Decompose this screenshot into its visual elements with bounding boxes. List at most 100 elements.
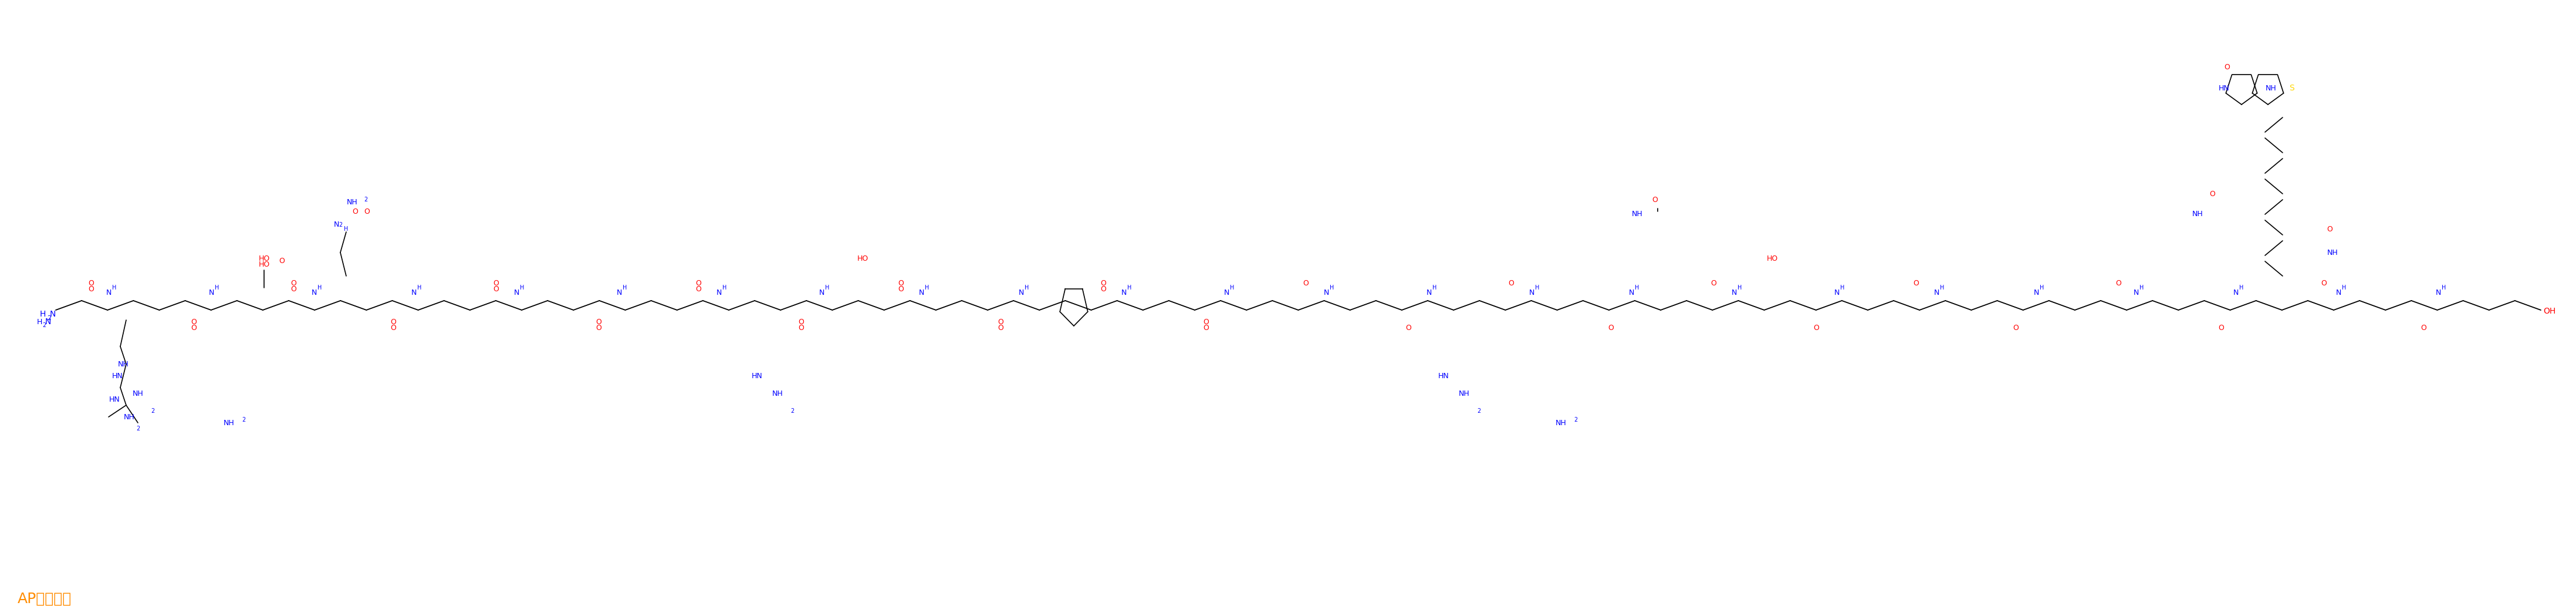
Text: O: O [492,279,500,287]
Text: HO: HO [258,261,270,268]
Text: O: O [278,257,283,265]
Text: NH: NH [1458,390,1468,397]
Text: NH: NH [131,390,144,397]
Text: O: O [2210,190,2215,198]
Text: NH: NH [118,360,129,368]
Text: NH: NH [1556,419,1566,427]
Text: NH: NH [773,390,783,397]
Text: H: H [520,285,526,291]
Text: O: O [191,318,196,326]
Text: H: H [36,318,41,326]
Text: H: H [2040,285,2045,291]
Text: H: H [417,285,422,291]
Text: H: H [1739,285,1741,291]
Text: 2: 2 [791,408,793,414]
Text: N: N [513,289,520,296]
Text: HO: HO [858,254,868,262]
Text: O: O [1710,279,1716,287]
Text: O: O [291,285,296,293]
Text: H: H [1231,285,1234,291]
Text: O: O [595,318,600,326]
Text: H: H [1025,285,1028,291]
Text: O: O [1203,318,1208,326]
Text: O: O [2321,279,2326,287]
Text: O: O [1203,324,1208,331]
Text: N: N [716,289,721,296]
Text: NH: NH [1631,211,1643,218]
Text: 2: 2 [46,315,52,321]
Text: O: O [997,318,1005,326]
Text: N: N [1528,289,1535,296]
Text: O: O [1406,324,1412,331]
Text: NH: NH [224,419,234,427]
Text: O: O [2218,324,2223,331]
Text: NH: NH [2326,249,2339,256]
Text: H: H [1839,285,1844,291]
Text: HN: HN [1437,372,1448,379]
Text: N: N [209,289,214,296]
Text: O: O [1914,279,1919,287]
Text: O: O [88,285,93,293]
Text: N: N [46,318,52,326]
Text: O: O [492,285,500,293]
Text: O: O [88,279,93,287]
Text: O: O [353,208,358,215]
Text: O: O [2012,324,2020,331]
Text: 2: 2 [1476,408,1481,414]
Text: HO: HO [1767,254,1777,262]
Text: H: H [1432,285,1437,291]
Text: S: S [2290,84,2295,92]
Text: N: N [1224,289,1229,296]
Text: N: N [616,289,621,296]
Text: O: O [899,279,904,287]
Text: O: O [2421,324,2427,331]
Text: O: O [1507,279,1515,287]
Text: O: O [997,324,1005,331]
Text: HN: HN [108,395,121,403]
Text: H: H [623,285,626,291]
Text: N: N [2032,289,2040,296]
Text: O: O [799,324,804,331]
Text: N: N [1834,289,1839,296]
Text: 2: 2 [152,408,155,414]
Text: H: H [1329,285,1334,291]
Text: NH: NH [2192,211,2202,218]
Text: N: N [1018,289,1023,296]
Text: HO: HO [258,254,270,262]
Text: O: O [696,285,701,293]
Text: H: H [721,285,726,291]
Text: N: N [920,289,925,296]
Text: O: O [389,318,397,326]
Text: O: O [291,279,296,287]
Text: O: O [696,279,701,287]
Text: H: H [1636,285,1638,291]
Text: O: O [1814,324,1819,331]
Text: NH: NH [348,199,358,206]
Text: N: N [2434,289,2442,296]
Text: H: H [2442,285,2447,291]
Text: 2: 2 [363,197,368,203]
Text: H: H [39,310,46,318]
Text: H: H [317,285,322,291]
Text: H: H [1940,285,1945,291]
Text: O: O [191,324,196,331]
Text: O: O [899,285,904,293]
Text: N: N [1935,289,1940,296]
Text: AP专肽生物: AP专肽生物 [18,592,72,606]
Text: O: O [1607,324,1613,331]
Text: 2: 2 [337,222,343,228]
Text: N: N [2133,289,2138,296]
Text: H: H [113,285,116,291]
Text: NH: NH [2264,84,2277,92]
Text: H: H [925,285,930,291]
Text: N: N [412,289,417,296]
Text: O: O [389,324,397,331]
Text: 2: 2 [137,426,139,432]
Text: HN: HN [752,372,762,379]
Text: 2: 2 [1574,417,1577,423]
Text: O: O [1651,196,1656,203]
Text: 2: 2 [41,322,46,328]
Text: N: N [106,289,111,296]
Text: NH: NH [124,413,134,421]
Text: O: O [799,318,804,326]
